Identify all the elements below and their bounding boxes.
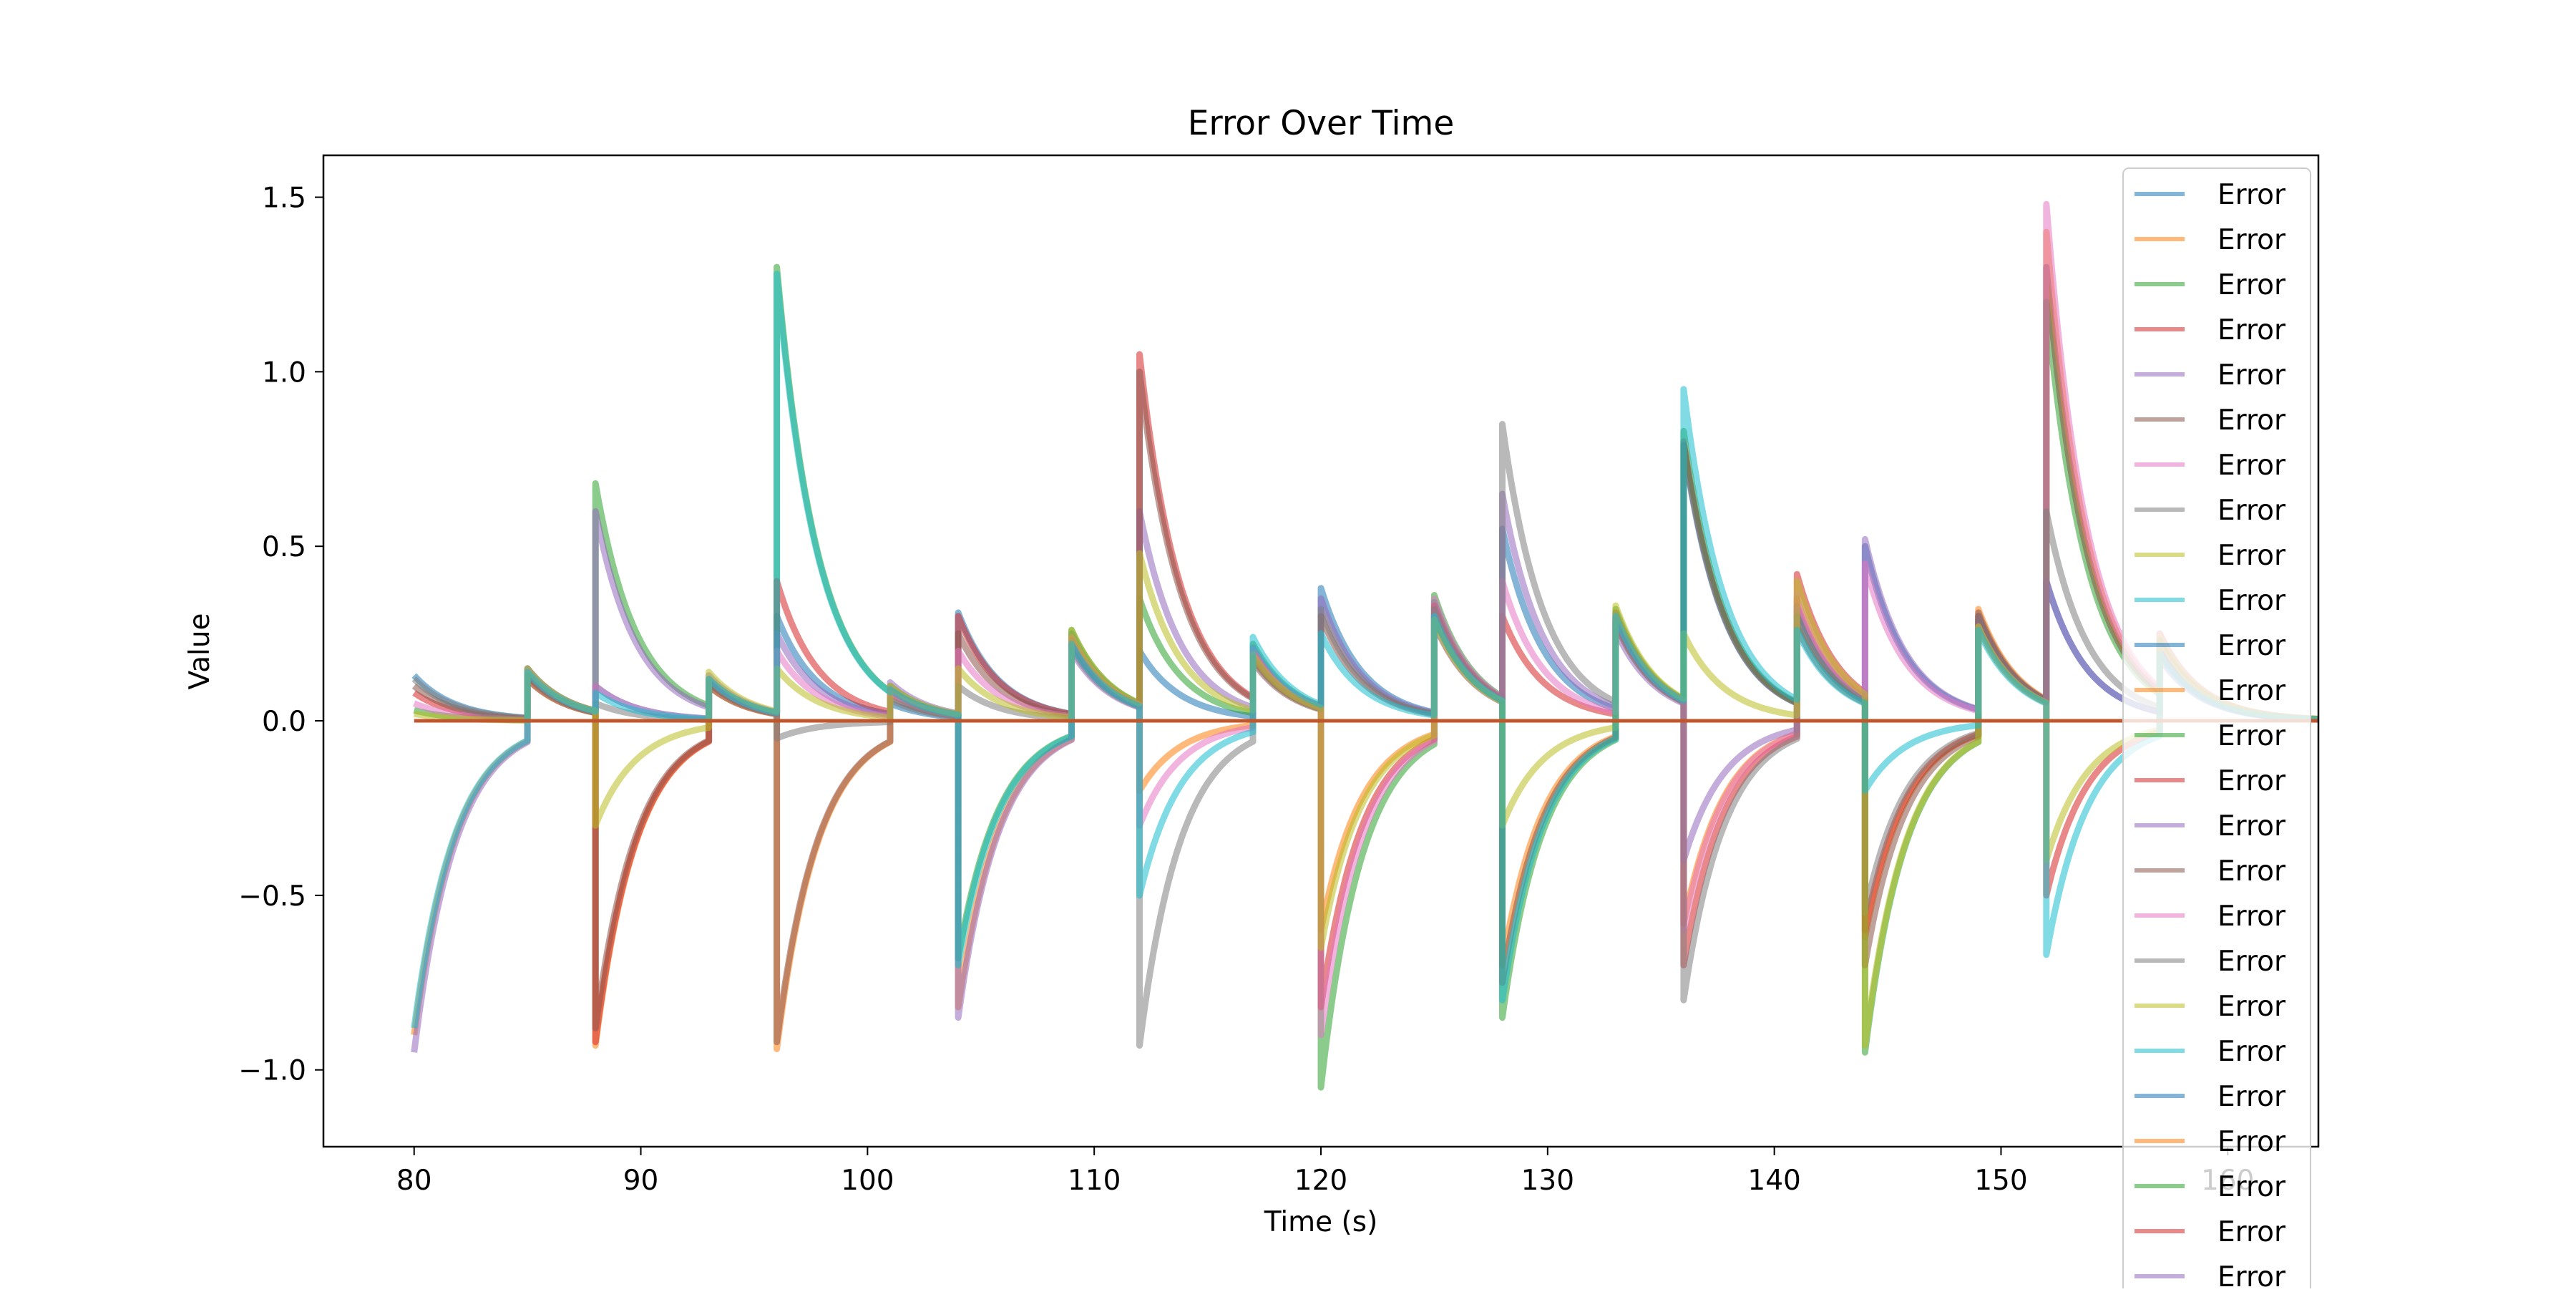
series-layer — [411, 200, 2318, 1091]
series-line — [411, 421, 2318, 1049]
legend-label: Error — [2218, 1216, 2286, 1248]
series-line — [411, 490, 2318, 1053]
legend-label: Error — [2218, 720, 2286, 752]
legend-label: Error — [2218, 269, 2286, 301]
y-tick-label: −0.5 — [238, 880, 306, 913]
x-tick-label: 130 — [1521, 1165, 1574, 1197]
y-axis: −1.0 −0.5 0.0 0.5 1.0 1.5 — [238, 183, 323, 1087]
legend-label: Error — [2218, 675, 2286, 707]
legend-label: Error — [2218, 991, 2286, 1023]
legend: Error Error Error Error Error Error Error Error… — [2122, 167, 2311, 1292]
y-tick-label: 1.0 — [262, 356, 306, 389]
legend-label: Error — [2218, 450, 2286, 482]
x-axis: 8090100110120130140150160 — [396, 1147, 2254, 1197]
series-line — [411, 228, 2318, 1052]
y-axis-label: Value — [184, 613, 216, 689]
series-line — [411, 263, 2318, 1046]
legend-label: Error — [2218, 1171, 2286, 1203]
legend-label: Error — [2218, 540, 2286, 572]
chart-title: Error Over Time — [1188, 104, 1455, 143]
y-tick-label: −1.0 — [238, 1055, 306, 1087]
y-tick-label: 0.5 — [262, 531, 306, 563]
x-axis-label: Time (s) — [1264, 1206, 1378, 1238]
legend-label: Error — [2218, 900, 2286, 933]
y-tick-label: 1.5 — [262, 183, 306, 215]
legend-label: Error — [2218, 855, 2286, 888]
legend-label: Error — [2218, 224, 2286, 256]
y-tick-label: 0.0 — [262, 706, 306, 738]
legend-label: Error — [2218, 585, 2286, 617]
legend-label: Error — [2218, 1126, 2286, 1158]
x-tick-label: 90 — [623, 1165, 659, 1197]
x-tick-label: 110 — [1068, 1165, 1121, 1197]
legend-label: Error — [2218, 179, 2286, 211]
legend-label: Error — [2218, 1081, 2286, 1113]
legend-box — [2122, 167, 2311, 1292]
legend-label: Error — [2218, 404, 2286, 437]
legend-label: Error — [2218, 946, 2286, 978]
series-line — [411, 271, 2318, 1029]
legend-label: Error — [2218, 765, 2286, 797]
x-tick-label: 150 — [1974, 1165, 2027, 1197]
series-line — [413, 200, 2318, 1039]
x-tick-label: 100 — [841, 1165, 894, 1197]
x-tick-label: 120 — [1294, 1165, 1347, 1197]
legend-label: Error — [2218, 1036, 2286, 1068]
x-tick-label: 80 — [396, 1165, 432, 1197]
x-tick-label: 140 — [1747, 1165, 1800, 1197]
legend-label: Error — [2218, 630, 2286, 662]
series-line — [414, 550, 2318, 1049]
legend-label: Error — [2218, 495, 2286, 527]
legend-label: Error — [2218, 1261, 2286, 1288]
legend-label: Error — [2218, 359, 2286, 392]
legend-label: Error — [2218, 314, 2286, 346]
legend-label: Error — [2218, 810, 2286, 842]
